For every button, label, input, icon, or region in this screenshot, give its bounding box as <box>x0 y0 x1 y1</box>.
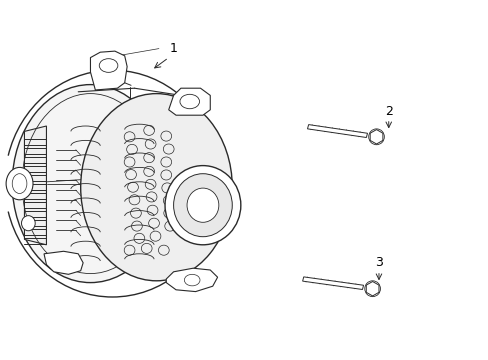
Ellipse shape <box>6 167 33 200</box>
Polygon shape <box>168 88 210 115</box>
Ellipse shape <box>368 129 384 145</box>
Ellipse shape <box>81 94 232 281</box>
Polygon shape <box>369 130 382 144</box>
Polygon shape <box>24 126 46 245</box>
Polygon shape <box>366 282 378 296</box>
Polygon shape <box>166 268 217 292</box>
Ellipse shape <box>12 85 168 283</box>
Ellipse shape <box>186 188 219 222</box>
Polygon shape <box>44 251 83 274</box>
Text: 1: 1 <box>169 42 177 55</box>
Polygon shape <box>90 51 127 90</box>
Ellipse shape <box>21 216 35 231</box>
Ellipse shape <box>173 174 232 237</box>
Ellipse shape <box>364 281 380 297</box>
Text: 2: 2 <box>384 105 392 118</box>
Text: 3: 3 <box>374 256 382 269</box>
Polygon shape <box>302 277 363 289</box>
Polygon shape <box>307 125 367 138</box>
Ellipse shape <box>164 166 240 245</box>
